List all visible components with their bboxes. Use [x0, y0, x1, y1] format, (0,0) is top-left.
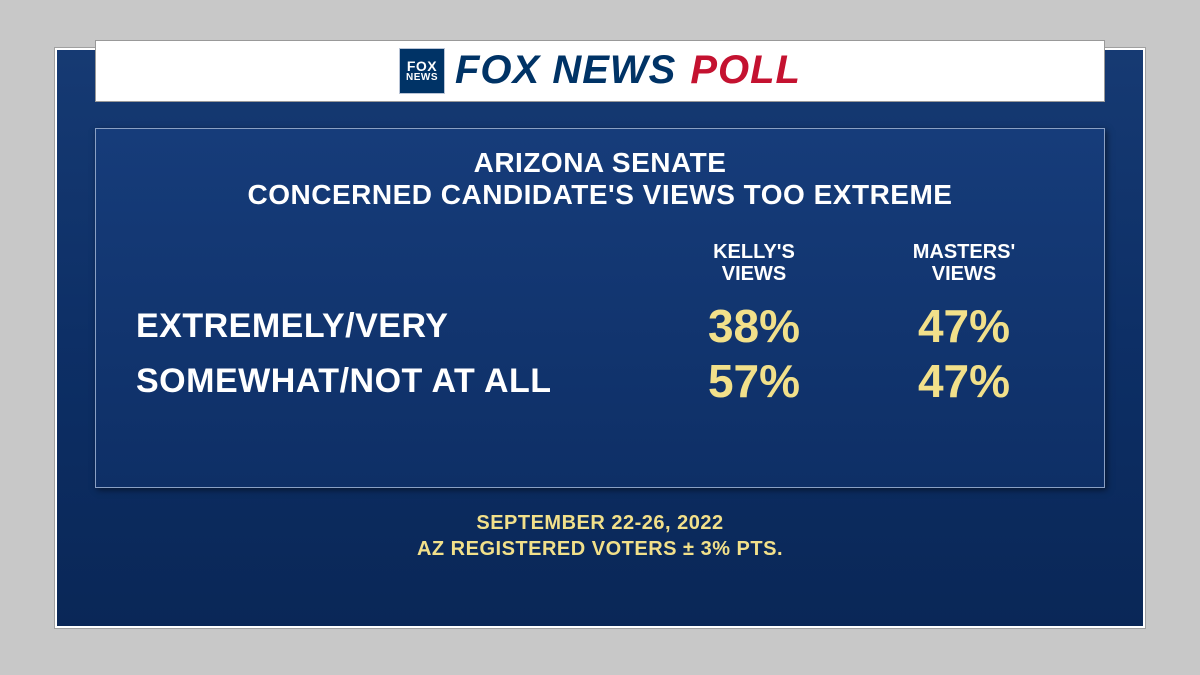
- row2-val-masters: 47%: [864, 354, 1064, 408]
- row2-val-kelly: 57%: [654, 354, 854, 408]
- footer-line1: SEPTEMBER 22-26, 2022: [57, 510, 1143, 536]
- col-header-masters: MASTERS' VIEWS: [864, 241, 1064, 299]
- brand-text: FOX NEWS POLL: [455, 48, 801, 93]
- badge-line1: FOX: [407, 59, 437, 73]
- row1-val-masters: 47%: [864, 299, 1064, 353]
- fox-news-badge-icon: FOX NEWS: [399, 48, 445, 94]
- row2-label: SOMEWHAT/NOT AT ALL: [136, 354, 644, 409]
- title-line1: ARIZONA SENATE: [136, 147, 1064, 179]
- data-panel: ARIZONA SENATE CONCERNED CANDIDATE'S VIE…: [95, 128, 1105, 488]
- badge-line2: NEWS: [406, 73, 438, 83]
- row1-label: EXTREMELY/VERY: [136, 299, 644, 354]
- brand-bar: FOX NEWS FOX NEWS POLL: [95, 40, 1105, 102]
- col1-line1: KELLY'S: [654, 241, 854, 263]
- data-grid: KELLY'S VIEWS MASTERS' VIEWS EXTREMELY/V…: [136, 241, 1064, 409]
- col-header-kelly: KELLY'S VIEWS: [654, 241, 854, 299]
- brand-fox-news: FOX NEWS: [455, 48, 676, 93]
- panel-title: ARIZONA SENATE CONCERNED CANDIDATE'S VIE…: [136, 147, 1064, 211]
- footer-line2: AZ REGISTERED VOTERS ± 3% PTS.: [57, 536, 1143, 562]
- title-line2: CONCERNED CANDIDATE'S VIEWS TOO EXTREME: [136, 179, 1064, 211]
- poll-card: FOX NEWS FOX NEWS POLL ARIZONA SENATE CO…: [55, 48, 1145, 628]
- methodology-footer: SEPTEMBER 22-26, 2022 AZ REGISTERED VOTE…: [57, 510, 1143, 562]
- row1-val-kelly: 38%: [654, 299, 854, 353]
- col2-line1: MASTERS': [864, 241, 1064, 263]
- col2-line2: VIEWS: [864, 263, 1064, 285]
- brand-poll: POLL: [690, 48, 801, 93]
- col1-line2: VIEWS: [654, 263, 854, 285]
